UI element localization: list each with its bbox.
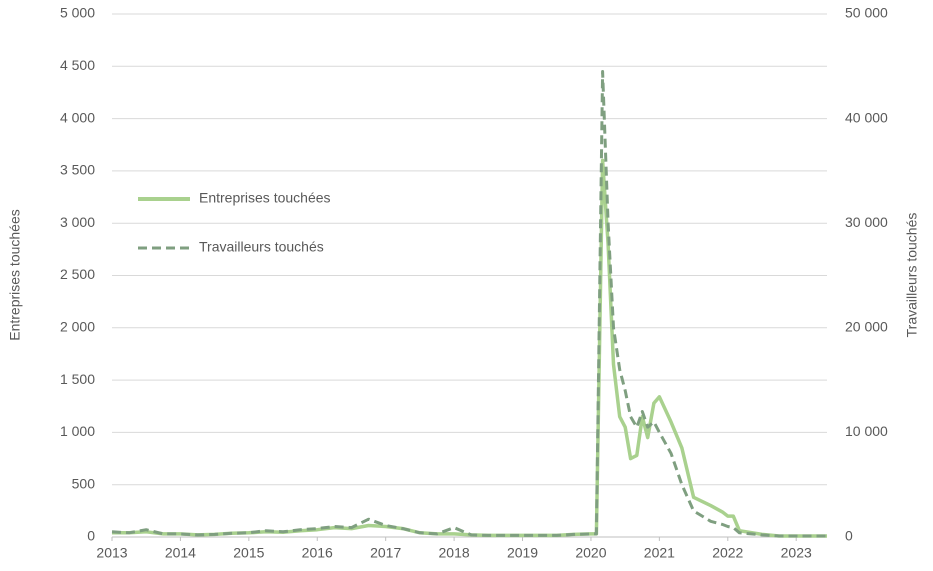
series-line [111, 70, 827, 538]
x-tick-label: 2018 [439, 545, 470, 561]
legend-label: Entreprises touchées [199, 190, 331, 206]
y2-axis-title: Travailleurs touchés [904, 213, 920, 338]
y2-tick-label: 40 000 [845, 109, 888, 125]
x-tick-label: 2014 [165, 545, 196, 561]
y2-tick-label: 20 000 [845, 319, 888, 335]
y2-tick-label: 0 [845, 528, 853, 544]
x-tick-label: 2022 [712, 545, 743, 561]
series-line [112, 158, 827, 538]
x-tick-label: 2020 [575, 545, 606, 561]
y-tick-label: 1 500 [60, 371, 95, 387]
x-tick-label: 2015 [233, 545, 264, 561]
y2-tick-label: 10 000 [845, 423, 888, 439]
x-tick-label: 2023 [781, 545, 812, 561]
x-tick-label: 2019 [507, 545, 538, 561]
y-tick-label: 2 500 [60, 266, 95, 282]
y-tick-label: 500 [72, 475, 96, 491]
x-tick-label: 2021 [644, 545, 675, 561]
y-tick-label: 4 500 [60, 57, 95, 73]
x-tick-label: 2016 [302, 545, 333, 561]
x-tick-label: 2017 [370, 545, 401, 561]
legend-label: Travailleurs touchés [199, 239, 324, 255]
y-tick-label: 3 500 [60, 162, 95, 178]
x-tick-label: 2013 [96, 545, 127, 561]
y-tick-label: 5 000 [60, 5, 95, 21]
y-tick-label: 4 000 [60, 109, 95, 125]
y-tick-label: 3 000 [60, 214, 95, 230]
y2-tick-label: 30 000 [845, 214, 888, 230]
y-tick-label: 2 000 [60, 319, 95, 335]
y2-tick-label: 50 000 [845, 5, 888, 21]
y-tick-label: 0 [87, 528, 95, 544]
y-tick-label: 1 000 [60, 423, 95, 439]
y-axis-title: Entreprises touchées [7, 209, 23, 341]
